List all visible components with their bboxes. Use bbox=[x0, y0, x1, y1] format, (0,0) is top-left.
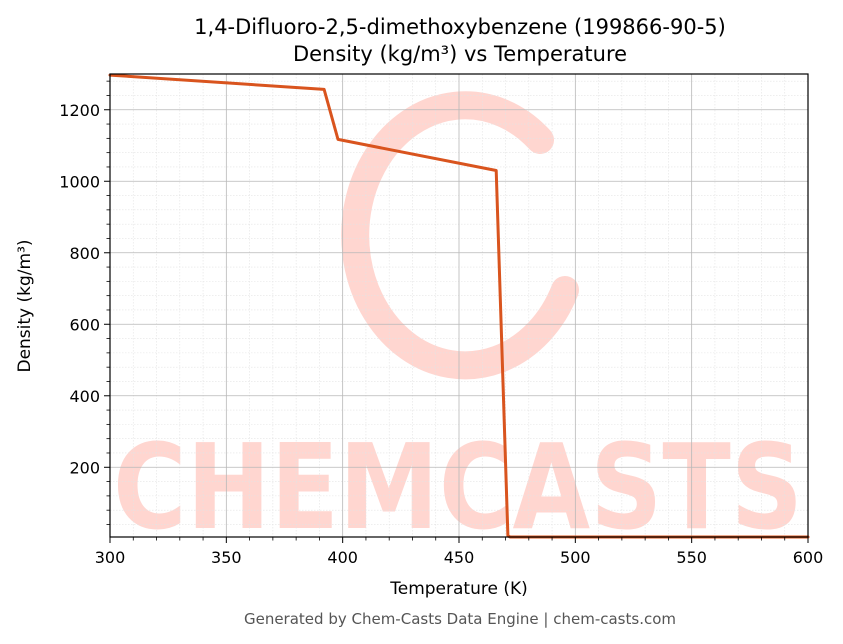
ticks: 300 350 400 450 500 550 600 200 400 600 800 1000 120… bbox=[59, 80, 824, 567]
x-tick-label: 300 bbox=[95, 548, 126, 567]
x-tick-label: 450 bbox=[444, 548, 475, 567]
y-axis-label: Density (kg/m³) bbox=[15, 239, 35, 372]
x-tick-label: 400 bbox=[327, 548, 358, 567]
y-tick-label: 800 bbox=[69, 244, 100, 263]
x-tick-label: 350 bbox=[211, 548, 242, 567]
x-tick-label: 500 bbox=[560, 548, 591, 567]
footer-credit: Generated by Chem-Casts Data Engine | ch… bbox=[244, 610, 676, 628]
y-tick-label: 1000 bbox=[59, 172, 100, 191]
y-tick-label: 200 bbox=[69, 458, 100, 477]
chart-subtitle: Density (kg/m³) vs Temperature bbox=[293, 42, 627, 66]
y-tick-label: 400 bbox=[69, 387, 100, 406]
x-tick-label: 550 bbox=[676, 548, 707, 567]
y-tick-label: 600 bbox=[69, 315, 100, 334]
chart-title: 1,4-Difluoro-2,5-dimethoxybenzene (19986… bbox=[194, 15, 726, 39]
watermark-logo: CHEMCASTS bbox=[113, 91, 803, 556]
watermark-text: CHEMCASTS bbox=[113, 418, 803, 556]
x-tick-label: 600 bbox=[793, 548, 824, 567]
y-tick-label: 1200 bbox=[59, 101, 100, 120]
x-axis-label: Temperature (K) bbox=[389, 579, 528, 599]
